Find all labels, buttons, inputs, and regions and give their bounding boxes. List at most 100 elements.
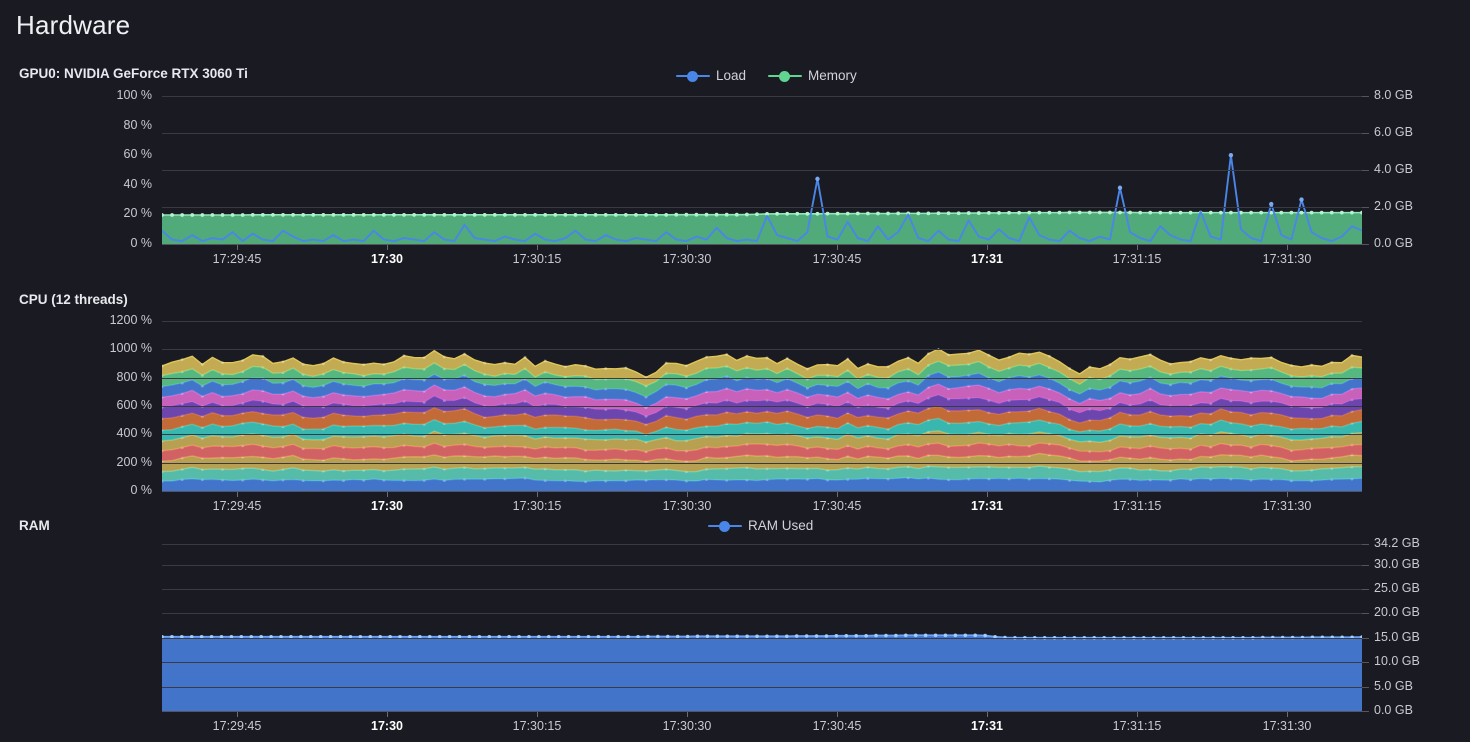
y-axis-tick-label: 0.0 GB (1374, 703, 1413, 717)
gridline (162, 588, 1362, 590)
x-axis-tick-mark (687, 492, 688, 497)
x-axis-tick-label: 17:30:15 (512, 499, 562, 513)
gridline (162, 406, 1362, 407)
gridline (162, 133, 1362, 134)
y-axis-tick-label: 200 % (116, 454, 152, 469)
x-axis-tick-mark (1137, 245, 1138, 250)
x-axis-tick-mark (237, 492, 238, 497)
x-axis-tick-mark (537, 245, 538, 250)
y2-axis-tick-label: 4.0 GB (1374, 162, 1413, 176)
gridline (162, 349, 1362, 351)
cpu-plot-area[interactable] (162, 321, 1362, 491)
y-axis-tick-label: 80 % (123, 117, 153, 132)
x-axis-tick-mark (987, 245, 988, 250)
x-axis-tick-mark (987, 712, 988, 717)
x-axis-tick-mark (1137, 712, 1138, 717)
y-axis-tick-mark (1362, 637, 1369, 639)
x-axis-tick-label: 17:29:45 (212, 719, 262, 733)
legend-item-ram-used[interactable]: RAM Used (708, 518, 813, 533)
x-axis-tick-mark (387, 245, 388, 250)
x-axis-tick-label: 17:30:30 (662, 719, 712, 733)
x-axis-tick-label: 17:30 (371, 252, 403, 266)
x-axis-tick-mark (387, 712, 388, 717)
y-axis-tick-label: 25.0 GB (1374, 580, 1420, 595)
cpu-thread-band (162, 348, 1362, 387)
y-axis-tick-label: 15.0 GB (1374, 629, 1420, 644)
y-axis-tick-label: 400 % (116, 426, 152, 441)
ram-plot-area[interactable] (162, 544, 1362, 711)
y-axis-tick-label: 5.0 GB (1374, 678, 1413, 693)
x-axis-tick-label: 17:31:15 (1112, 719, 1162, 733)
x-axis-tick-mark (237, 712, 238, 717)
gpu-legend: Load Memory (676, 68, 857, 83)
x-axis-tick-label: 17:30 (371, 719, 403, 733)
x-axis-tick-mark (837, 245, 838, 250)
gpu-plot-area[interactable] (162, 96, 1362, 244)
gridline (162, 491, 1362, 492)
y-axis-tick-label: 100 % (116, 88, 152, 102)
ram-section-title: RAM (19, 518, 50, 533)
x-axis-tick-label: 17:31 (971, 499, 1003, 513)
gridline (162, 244, 1362, 245)
page-title: Hardware (16, 10, 131, 40)
y-axis-tick-label: 20.0 GB (1374, 605, 1420, 620)
y-axis-tick-label: 600 % (116, 398, 152, 412)
x-axis-tick-label: 17:29:45 (212, 252, 262, 266)
cpu-chart[interactable]: 0 % 200 % 400 % 600 % 800 % 1000 % 1200 % 17:29… (0, 312, 1470, 512)
cpu-section-title: CPU (12 threads) (19, 292, 128, 307)
x-axis-tick-mark (837, 712, 838, 717)
x-axis-tick-mark (987, 492, 988, 497)
x-axis-tick-mark (387, 492, 388, 497)
x-axis-tick-mark (537, 712, 538, 717)
x-axis-tick-mark (1287, 712, 1288, 717)
gridline (162, 637, 1362, 639)
x-axis-tick-mark (687, 245, 688, 250)
y2-axis-tick-mark (1362, 133, 1369, 134)
x-axis-tick-label: 17:31:30 (1262, 719, 1312, 733)
gridline (162, 711, 1362, 712)
y-axis-tick-label: 20 % (123, 206, 153, 221)
x-axis-tick-label: 17:31:30 (1262, 252, 1312, 266)
x-axis-tick-label: 17:30:45 (812, 719, 862, 733)
y-axis-tick-label: 1200 % (109, 313, 152, 327)
y-axis-tick-mark (1362, 686, 1369, 688)
gridline (162, 564, 1362, 566)
y-axis-tick-label: 40 % (123, 176, 153, 191)
y-axis-tick-mark (1362, 564, 1369, 566)
ram-legend: RAM Used (708, 518, 813, 533)
x-axis-tick-mark (837, 492, 838, 497)
gpu-chart[interactable]: 0 % 20 % 40 % 60 % 80 % 100 % 0.0 GB 2.0 GB 4.0 … (0, 88, 1470, 268)
gridline (162, 544, 1362, 545)
y-axis-tick-mark (1362, 544, 1369, 545)
x-axis-tick-label: 17:31:30 (1262, 499, 1312, 513)
y-axis-tick-label: 60 % (123, 147, 153, 162)
x-axis-tick-mark (1137, 492, 1138, 497)
y2-axis-tick-label: 8.0 GB (1374, 88, 1413, 102)
x-axis-tick-mark (237, 245, 238, 250)
x-axis-tick-mark (687, 712, 688, 717)
gridline (162, 207, 1362, 208)
gridline (162, 321, 1362, 322)
gridline (162, 96, 1362, 97)
gridline (162, 377, 1362, 379)
y2-axis-tick-mark (1362, 207, 1369, 208)
legend-label-ram-used: RAM Used (748, 518, 814, 533)
y-axis-tick-label: 30.0 GB (1374, 556, 1420, 571)
ram-used-series-marker-icon (708, 520, 742, 532)
legend-item-memory[interactable]: Memory (768, 68, 857, 83)
ram-chart[interactable]: 0.0 GB 5.0 GB 10.0 GB 15.0 GB 20.0 GB 25.0 GB… (0, 536, 1470, 732)
y-axis-tick-label: 0 % (130, 483, 152, 497)
legend-item-load[interactable]: Load (676, 68, 746, 83)
y2-axis-tick-mark (1362, 244, 1369, 245)
y-axis-tick-label: 34.2 GB (1374, 536, 1420, 550)
legend-label-memory: Memory (808, 68, 857, 83)
x-axis-tick-label: 17:30:30 (662, 252, 712, 266)
x-axis-tick-label: 17:31:15 (1112, 252, 1162, 266)
gridline (162, 462, 1362, 464)
x-axis-tick-label: 17:29:45 (212, 499, 262, 513)
x-axis-tick-label: 17:30 (371, 499, 403, 513)
gridline (162, 662, 1362, 664)
y-axis-tick-label: 1000 % (109, 341, 152, 356)
legend-label-load: Load (716, 68, 747, 83)
